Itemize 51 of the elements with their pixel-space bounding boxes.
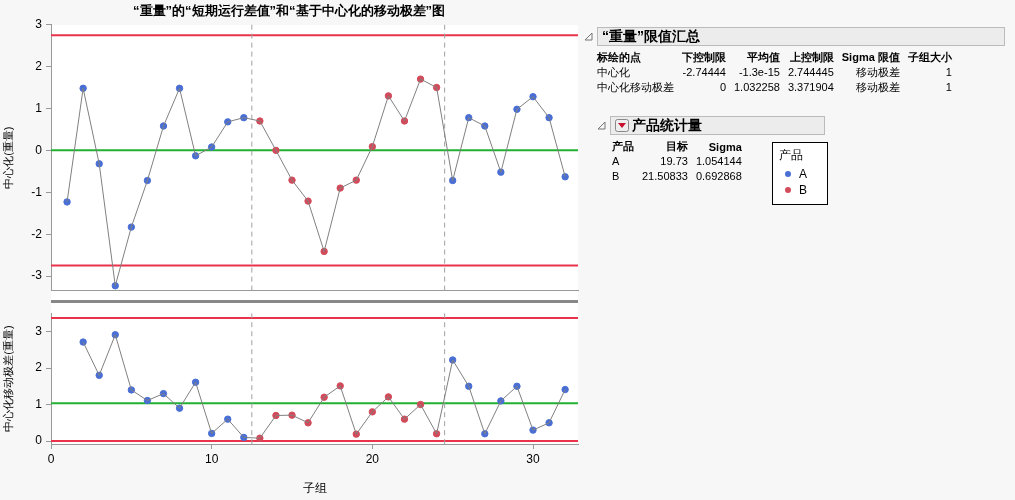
y-tick-label: -3 [31,268,43,283]
text: 1.032258 [733,80,780,95]
category-label: 产品 [612,139,634,154]
text: 0.692868 [694,169,742,184]
text: -2.74444 [681,65,726,80]
text: 中心化 [597,65,631,80]
y-tick-label: 3 [35,16,43,31]
text: 1.054144 [694,154,742,169]
y-tick-label: 3 [35,323,43,338]
y-axis-title: 中心化移动极差(重量) [1,325,14,432]
text: 中心化移动极差 [597,80,674,95]
text: 19.73 [659,154,688,169]
text: 移动极差 [854,80,900,95]
y-axis-title: 中心化(重量) [1,126,14,189]
y-tick-label: 1 [35,396,43,411]
x-axis-title: 子组 [302,481,327,496]
x-tick-label: 20 [365,451,380,466]
text: 0 [718,80,726,95]
y-tick-label: 2 [35,58,43,73]
text: A [612,154,621,169]
category-label: Sigma 限值 [840,50,900,65]
text: 21.50833 [641,169,688,184]
y-tick-label: -1 [31,184,43,199]
category-label: 平均值 [745,50,780,65]
text: -1.3e-15 [737,65,780,80]
text: B [612,169,621,184]
text: 1 [944,80,952,95]
text: 移动极差 [854,65,900,80]
category-label: 下控制限 [681,50,726,65]
x-tick-label: 10 [204,451,219,466]
legend-label: B [799,183,808,197]
category-label: 子组大小 [906,50,952,65]
category-label: 标绘的点 [597,50,642,65]
text: 3.371904 [786,80,834,95]
text: 产品统计量 [632,116,702,135]
x-tick-label: 0 [47,451,55,466]
x-tick-label: 30 [526,451,541,466]
y-tick-label: 0 [35,433,43,448]
category-label: Sigma [707,139,742,154]
y-tick-label: -2 [31,226,43,241]
legend-label: A [799,167,808,181]
text: 1 [944,65,952,80]
category-label: 目标 [664,139,688,154]
y-tick-label: 1 [35,100,43,115]
legend-title: 产品 [778,147,804,164]
y-tick-label: 0 [35,142,43,157]
text: 2.744445 [786,65,834,80]
y-tick-label: 2 [35,360,43,375]
text: “重量”限值汇总 [602,27,700,46]
category-label: 上控制限 [788,50,834,65]
chart-title: “重量”的“短期运行差值”和“基于中心化的移动极差”图 [133,3,445,19]
